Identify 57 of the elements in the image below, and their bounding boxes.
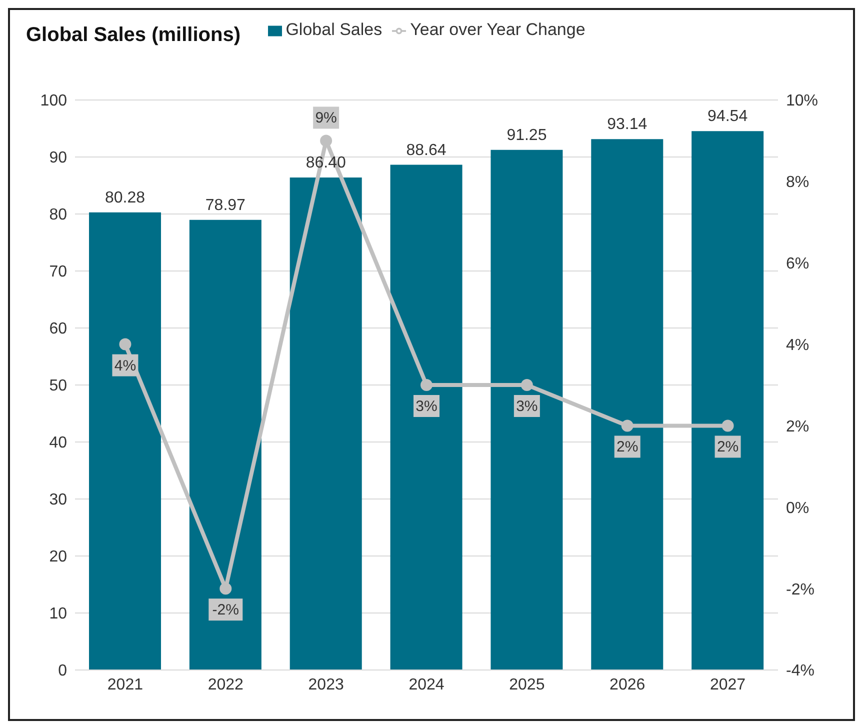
y-tick-label: 30 [49,492,68,509]
x-tick-label: 2024 [408,676,444,694]
y2-tick-label: 2% [786,418,810,436]
bar [692,131,764,670]
point [119,338,132,350]
data-label: 2% [616,438,638,456]
bar [490,150,563,670]
y-tick-label: 70 [49,264,68,281]
y2-tick-label: -2% [786,581,814,598]
point [520,379,533,391]
y2-tick-label: 8% [786,174,810,192]
point [420,379,432,391]
legend-label: Global Sales [286,20,382,39]
point [621,420,634,432]
legend-label: Year over Year Change [410,20,586,39]
data-label: 4% [114,357,136,374]
x-tick-label: 2027 [710,676,746,694]
bar [290,178,362,670]
x-tick-label: 2022 [208,676,244,694]
data-label: -2% [212,602,239,619]
y-tick-label: 60 [49,320,68,338]
data-label: 9% [315,110,337,127]
bar [189,220,262,670]
data-label: 3% [516,398,538,415]
bar [89,212,161,670]
y2-tick-label: 0% [786,500,810,517]
y-tick-label: 100 [40,92,68,110]
y-tick-label: 10 [49,606,68,623]
y2-tick-label: 4% [786,336,810,354]
point [320,134,332,147]
x-tick-label: 2023 [308,676,344,694]
y2-tick-label: -4% [786,662,814,680]
x-tick-label: 2025 [509,676,545,694]
data-label: 3% [416,398,438,415]
point [722,420,734,432]
y-tick-label: 0 [58,662,68,680]
x-tick-label: 2026 [610,676,646,694]
y-tick-label: 20 [49,548,68,566]
data-label: 88.64 [406,142,446,159]
data-label: 80.28 [104,189,146,206]
data-label: 93.14 [607,116,648,134]
y2-tick-label: 6% [786,256,810,273]
data-label: 78.97 [205,196,246,214]
data-label: 86.40 [306,154,346,172]
bar [390,164,462,670]
data-label: 91.25 [506,126,547,144]
data-label: 2% [716,438,739,456]
y-tick-label: 80 [49,206,68,224]
point [220,582,232,595]
y-tick-label: 90 [49,150,68,167]
data-label: 94.54 [708,108,748,126]
chart-title: Global Sales (millions) [26,24,240,47]
bar [591,139,664,670]
y-tick-label: 40 [49,434,68,452]
y2-tick-label: 10% [786,92,818,110]
y-tick-label: 50 [49,378,68,395]
x-tick-label: 2021 [107,676,144,694]
